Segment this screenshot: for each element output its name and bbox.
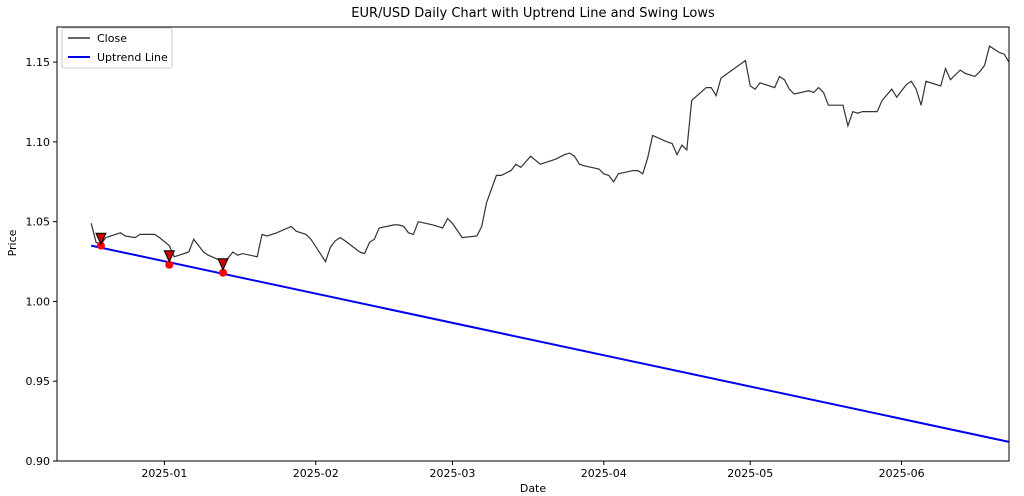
legend: Close Uptrend Line	[61, 27, 173, 69]
y-axis-ticks: 0.90 0.95 1.00 1.05 1.10 1.15	[26, 56, 57, 468]
x-tick-label: 2025-05	[727, 467, 773, 480]
x-tick-label: 2025-01	[141, 467, 187, 480]
y-tick-label: 1.00	[26, 295, 51, 308]
x-tick-label: 2025-03	[429, 467, 475, 480]
x-axis-label: Date	[520, 482, 547, 495]
y-tick-label: 0.95	[26, 375, 51, 388]
x-tick-label: 2025-04	[581, 467, 627, 480]
y-tick-label: 0.90	[26, 455, 51, 468]
swing-low-point	[96, 241, 105, 250]
legend-close-label: Close	[97, 32, 127, 45]
x-tick-label: 2025-06	[879, 467, 925, 480]
y-tick-label: 1.05	[26, 216, 51, 229]
uptrend-line	[90, 244, 1010, 443]
y-tick-label: 1.10	[26, 136, 51, 149]
legend-uptrend-label: Uptrend Line	[97, 51, 168, 64]
y-axis-label: Price	[6, 229, 19, 256]
x-tick-label: 2025-02	[293, 467, 339, 480]
swing-low-point	[165, 260, 174, 269]
swing-low-marker	[163, 250, 176, 263]
swing-low-marker	[95, 232, 107, 246]
swing-low-point	[218, 268, 227, 277]
axes	[56, 26, 1010, 462]
close-price-line	[90, 45, 1010, 263]
x-axis-ticks: 2025-01 2025-02 2025-03 2025-04 2025-05 2025-…	[141, 461, 925, 480]
chart-title: EUR/USD Daily Chart with Uptrend Line an…	[351, 6, 715, 21]
plot-area	[90, 45, 1010, 443]
axes-frame	[56, 26, 1010, 462]
swing-low-marker	[217, 258, 229, 271]
y-tick-label: 1.15	[26, 56, 51, 69]
